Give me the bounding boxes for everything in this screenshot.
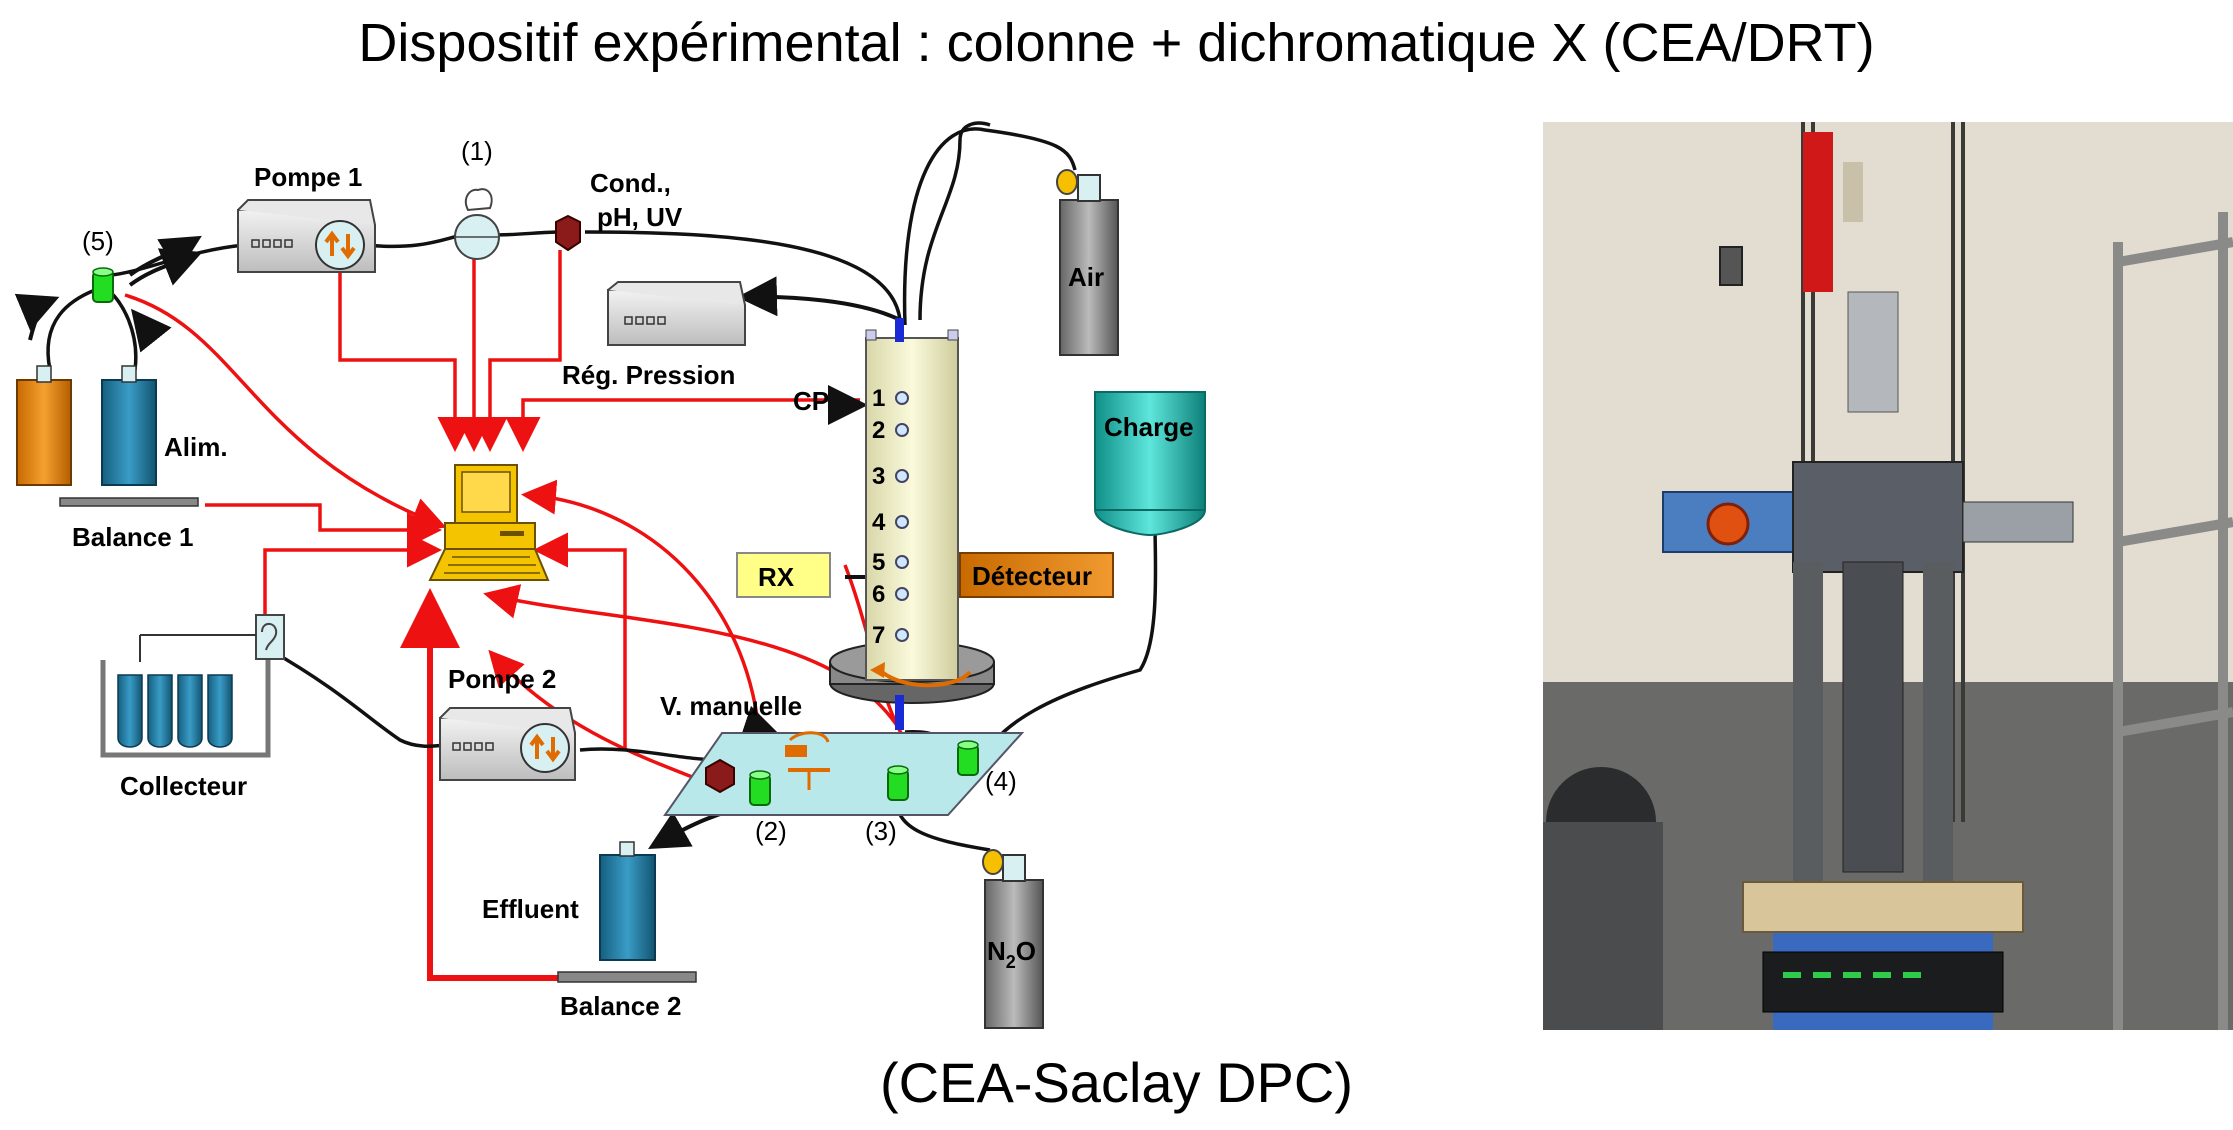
page-title: Dispositif expérimental : colonne + dich… — [358, 13, 1875, 73]
svg-text:pH, UV: pH, UV — [597, 202, 683, 232]
experimental-setup-diagram: Pompe 1 (1) Cond., pH, UV Rég. Pression … — [14, 121, 1206, 1029]
svg-text:N2O: N2O — [987, 936, 1036, 972]
svg-text:Pompe 2: Pompe 2 — [448, 664, 556, 694]
charge-tank: Charge — [1094, 391, 1206, 537]
n2o-bottle: N2O — [982, 849, 1044, 1029]
column-port — [895, 515, 909, 529]
pump1-label: Pompe 1 — [254, 162, 362, 192]
svg-text:Balance 2: Balance 2 — [560, 991, 681, 1021]
svg-text:V. manuelle: V. manuelle — [660, 691, 802, 721]
column-port-label: 2 — [872, 417, 885, 444]
computer — [428, 464, 550, 581]
photo-caption: (CEA-Saclay DPC) — [880, 1051, 1353, 1114]
svg-text:Cond.,: Cond., — [590, 168, 671, 198]
column-port — [895, 628, 909, 642]
svg-text:(4): (4) — [985, 766, 1017, 796]
column-port — [895, 587, 909, 601]
column-port-label: 7 — [872, 622, 885, 649]
svg-text:Collecteur: Collecteur — [120, 771, 247, 801]
svg-text:(2): (2) — [755, 816, 787, 846]
svg-text:RX: RX — [758, 562, 795, 592]
balance2-plate — [557, 971, 697, 983]
sensor-1: (1) — [454, 136, 500, 260]
balance2-signal-line — [400, 588, 558, 981]
column-port — [895, 555, 909, 569]
effluent-bottle: Effluent Balance 2 — [482, 841, 697, 1021]
pressure-regulator: Rég. Pression — [562, 281, 746, 390]
column-port — [895, 469, 909, 483]
column-port-label: 3 — [872, 463, 885, 490]
pump1: Pompe 1 — [237, 162, 376, 273]
pump2: Pompe 2 — [439, 664, 576, 781]
column-port-label: 5 — [872, 549, 885, 576]
feed-bottles: Alim. Balance 1 — [16, 365, 228, 552]
rotation-arrow-icon — [878, 668, 972, 688]
column-port-label: 4 — [872, 509, 886, 536]
hand-icon — [464, 188, 493, 212]
lab-photo — [1543, 122, 2233, 1030]
svg-text:(3): (3) — [865, 816, 897, 846]
column: 1 2 3 4 5 6 7 CP — [793, 318, 995, 730]
valve-5: (5) — [82, 226, 114, 303]
column-port — [895, 423, 909, 437]
air-bottle: Air — [1056, 169, 1119, 356]
svg-text:Rég. Pression: Rég. Pression — [562, 360, 735, 390]
svg-text:Alim.: Alim. — [164, 432, 228, 462]
cond-valve: Cond., pH, UV — [555, 168, 683, 252]
svg-text:Air: Air — [1068, 262, 1104, 292]
svg-text:Détecteur: Détecteur — [972, 561, 1092, 591]
svg-text:Effluent: Effluent — [482, 894, 579, 924]
svg-text:CP: CP — [793, 386, 829, 416]
svg-text:(5): (5) — [82, 226, 114, 256]
column-port-label: 1 — [872, 385, 885, 412]
balance1-plate — [59, 497, 199, 507]
svg-text:Balance 1: Balance 1 — [72, 522, 193, 552]
column-port — [895, 391, 909, 405]
column-port-label: 6 — [872, 581, 885, 608]
rx-source: RX — [736, 552, 831, 598]
valves-2-3-4: (2) (3) (4) — [749, 740, 1017, 846]
svg-text:(1): (1) — [461, 136, 493, 166]
svg-text:Charge: Charge — [1104, 412, 1194, 442]
manual-valve-hex — [705, 758, 735, 794]
fraction-collector: Collecteur — [100, 614, 285, 801]
detector: Détecteur — [959, 552, 1114, 598]
